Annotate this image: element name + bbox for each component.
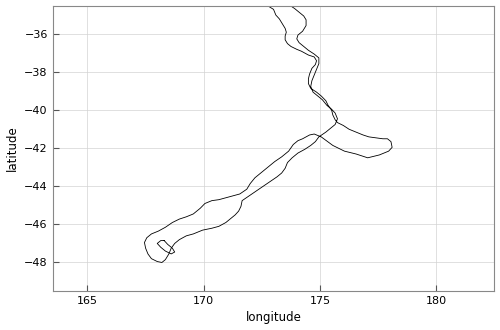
Y-axis label: latitude: latitude (6, 125, 18, 171)
X-axis label: longitude: longitude (246, 312, 302, 324)
